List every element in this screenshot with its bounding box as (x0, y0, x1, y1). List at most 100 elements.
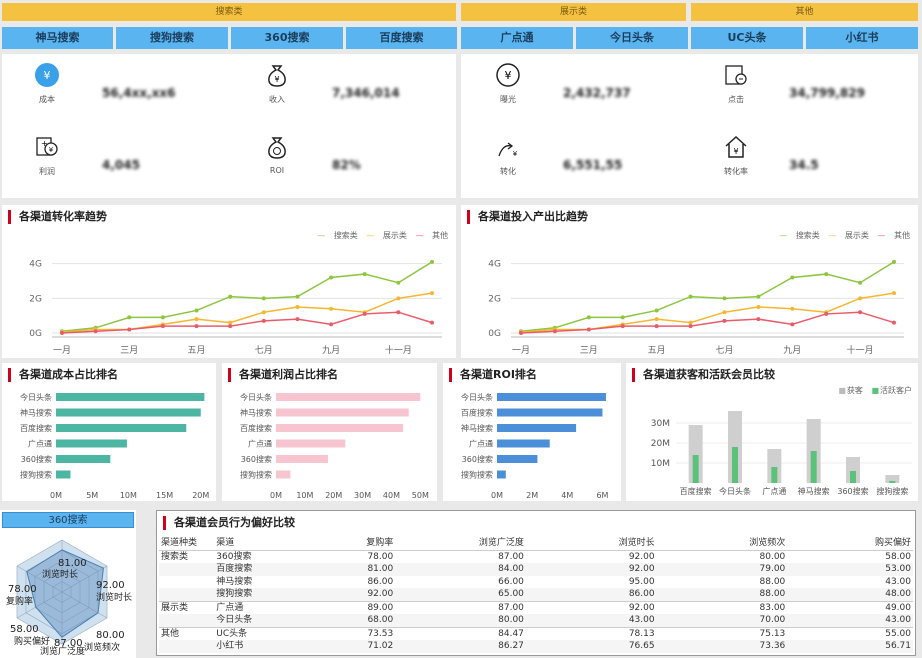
data-point[interactable] (295, 294, 300, 299)
data-point[interactable] (329, 275, 334, 280)
x-tick-label: 10M (120, 491, 137, 500)
data-point[interactable] (892, 320, 896, 325)
bar-active[interactable] (889, 481, 896, 483)
bar-acquire[interactable] (846, 457, 860, 483)
data-point[interactable] (756, 317, 761, 322)
data-point[interactable] (60, 331, 64, 335)
bar[interactable] (276, 408, 409, 417)
data-point[interactable] (654, 317, 659, 322)
tab-shenma[interactable]: 神马搜索 (2, 27, 113, 49)
data-point[interactable] (228, 320, 233, 325)
data-point[interactable] (396, 310, 401, 315)
data-point[interactable] (430, 291, 434, 296)
bar[interactable] (56, 439, 127, 448)
data-point[interactable] (620, 324, 625, 329)
bar-active[interactable] (692, 455, 699, 483)
data-point[interactable] (824, 272, 829, 277)
data-point[interactable] (722, 296, 727, 301)
data-point[interactable] (194, 308, 199, 313)
data-point[interactable] (722, 318, 727, 323)
data-point[interactable] (430, 259, 434, 264)
data-point[interactable] (858, 296, 863, 301)
data-point[interactable] (688, 294, 693, 299)
bar-acquire[interactable] (885, 475, 900, 483)
data-point[interactable] (654, 324, 659, 329)
data-point[interactable] (756, 305, 761, 309)
data-point[interactable] (160, 315, 165, 320)
tab-uc[interactable]: UC头条 (691, 27, 803, 49)
bar-active[interactable] (771, 467, 778, 483)
data-point[interactable] (396, 280, 401, 285)
data-point[interactable] (160, 324, 165, 329)
bar-active[interactable] (810, 451, 817, 483)
bar[interactable] (56, 393, 205, 401)
data-point[interactable] (194, 317, 199, 322)
bar[interactable] (497, 424, 577, 432)
data-point[interactable] (228, 294, 233, 299)
radar-title[interactable]: 360搜索 (2, 512, 134, 528)
bar[interactable] (56, 408, 201, 417)
bar[interactable] (276, 424, 404, 432)
radar-spoke (16, 565, 63, 593)
data-point[interactable] (586, 315, 591, 320)
data-point[interactable] (93, 329, 98, 334)
data-point[interactable] (858, 280, 863, 285)
data-point[interactable] (295, 305, 300, 309)
bar[interactable] (276, 455, 328, 463)
data-point[interactable] (127, 327, 132, 332)
data-point[interactable] (858, 310, 863, 315)
data-point[interactable] (127, 315, 132, 320)
data-point[interactable] (519, 331, 523, 335)
data-point[interactable] (194, 324, 199, 329)
bar[interactable] (497, 439, 550, 448)
bar[interactable] (276, 439, 346, 448)
data-point[interactable] (620, 315, 625, 320)
data-point[interactable] (790, 275, 795, 280)
bar[interactable] (56, 455, 111, 463)
data-point[interactable] (228, 324, 233, 329)
data-point[interactable] (688, 324, 693, 329)
data-point[interactable] (430, 320, 434, 325)
data-point[interactable] (552, 329, 557, 334)
tab-guangdiantong[interactable]: 广点通 (461, 27, 573, 49)
data-point[interactable] (362, 311, 367, 316)
tab-toutiao[interactable]: 今日头条 (576, 27, 688, 49)
data-point[interactable] (261, 310, 266, 315)
data-point[interactable] (722, 310, 727, 315)
data-point[interactable] (261, 318, 266, 323)
exposure-icon: ¥ (495, 62, 521, 88)
tab-360[interactable]: 360搜索 (231, 27, 343, 49)
data-point[interactable] (396, 296, 401, 301)
bar[interactable] (56, 424, 187, 432)
data-point[interactable] (261, 296, 266, 301)
tab-baidu[interactable]: 百度搜索 (346, 27, 457, 49)
bar[interactable] (276, 393, 421, 401)
data-point[interactable] (790, 322, 795, 327)
data-point[interactable] (824, 311, 829, 316)
bar[interactable] (497, 455, 538, 463)
data-point[interactable] (790, 306, 795, 311)
data-point[interactable] (892, 259, 896, 264)
data-point[interactable] (329, 306, 334, 311)
tab-xiaohongshu[interactable]: 小红书 (806, 27, 918, 49)
bar[interactable] (497, 393, 606, 401)
bar[interactable] (497, 470, 506, 479)
data-point[interactable] (756, 294, 761, 299)
bar[interactable] (56, 470, 71, 479)
tab-sougou[interactable]: 搜狗搜索 (116, 27, 228, 49)
kpi-exposure-label: 曝光 (500, 95, 516, 104)
data-point[interactable] (892, 291, 896, 296)
data-point[interactable] (362, 272, 367, 277)
bar[interactable] (497, 408, 603, 417)
bar[interactable] (276, 470, 291, 479)
data-point[interactable] (586, 327, 591, 332)
table-row: 其他 UC头条 73.53 84.47 78.13 75.13 55.00 (159, 626, 913, 640)
data-point[interactable] (295, 317, 300, 322)
bar-acquire[interactable] (688, 425, 703, 483)
data-point[interactable] (688, 320, 693, 325)
bar-active[interactable] (850, 471, 856, 483)
data-point[interactable] (329, 322, 334, 327)
bar-active[interactable] (732, 447, 738, 483)
bar-acquire[interactable] (767, 449, 782, 483)
data-point[interactable] (654, 308, 659, 313)
